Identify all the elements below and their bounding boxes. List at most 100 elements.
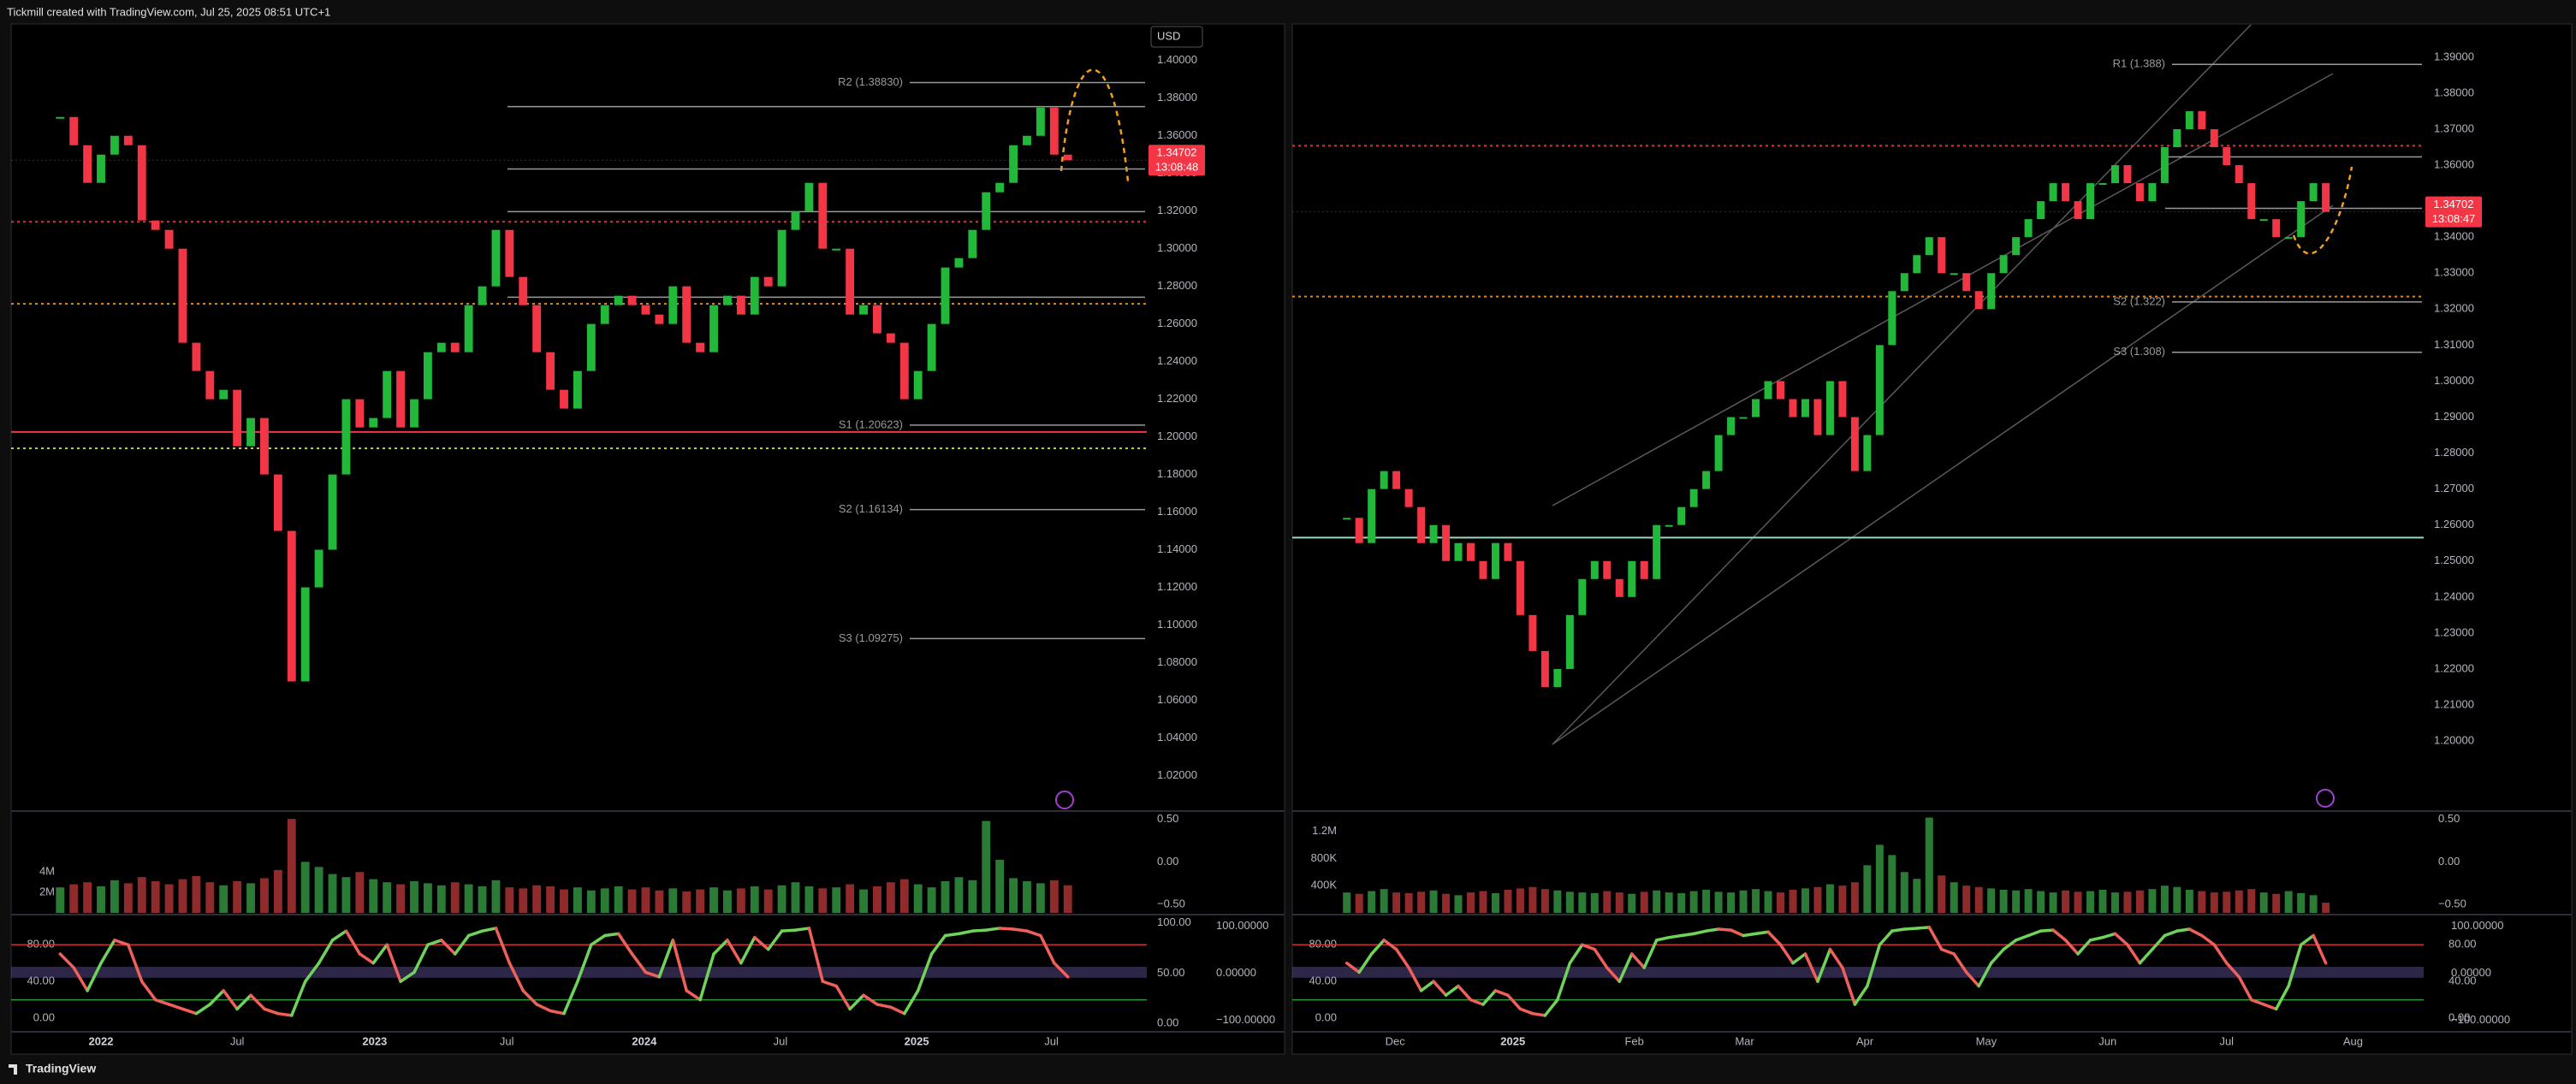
oscillator-segment <box>834 984 852 1011</box>
volume-bar <box>1009 878 1018 913</box>
oscillator-segment <box>984 927 1001 932</box>
oscillator-segment <box>671 939 688 992</box>
volume-bar <box>2284 891 2293 913</box>
volume-bar <box>450 882 460 913</box>
volume-bar <box>383 882 392 913</box>
volume-bar <box>832 887 841 913</box>
oscillator-segment <box>249 993 266 1011</box>
volume-bar <box>2110 892 2119 913</box>
y-tick-label: 1.24000 <box>2434 589 2474 602</box>
volume-bar <box>1442 893 1451 913</box>
mid-band <box>1292 966 2424 978</box>
candle <box>1417 506 1426 543</box>
volume-bar <box>818 888 828 913</box>
candle <box>2297 201 2306 238</box>
volume-bar <box>1789 889 1797 913</box>
oscillator-segment <box>848 993 865 1011</box>
y-tick-label: 1.08000 <box>1157 655 1197 668</box>
alert-icon[interactable] <box>2316 789 2335 808</box>
candle <box>1628 560 1636 597</box>
x-tick-label: Jun <box>2098 1034 2116 1047</box>
oscillator-segment <box>562 980 579 1016</box>
oscillator-segment <box>726 939 743 965</box>
candle <box>886 333 895 343</box>
candle <box>655 314 664 324</box>
candle <box>1999 255 2008 274</box>
volume-bar <box>1380 889 1388 913</box>
oscillator-segment <box>1493 989 1510 997</box>
candle <box>246 418 255 447</box>
oscillator-segment <box>929 933 947 956</box>
x-tick-label: Jul <box>2219 1034 2234 1047</box>
candle <box>1023 135 1031 145</box>
oscillator-segment <box>2014 933 2030 942</box>
volume-bar <box>2247 889 2256 913</box>
candle <box>1603 560 1611 579</box>
candle <box>1677 506 1686 525</box>
oscillator-segment <box>127 943 144 983</box>
currency-box[interactable] <box>1150 26 1203 48</box>
candle <box>804 182 814 211</box>
volume-bar <box>532 885 542 913</box>
oscillator-segment <box>2200 933 2217 946</box>
y-tick-label: 1.26000 <box>2434 518 2474 530</box>
candle <box>1838 381 1847 418</box>
candle <box>97 154 105 183</box>
y-tick-label: 1.25000 <box>2434 554 2474 566</box>
oscillator-segment <box>630 952 648 974</box>
oscillator-segment <box>875 1003 893 1009</box>
volume-bar <box>1825 884 1834 913</box>
candle <box>123 135 133 145</box>
volume-bar <box>2223 891 2231 913</box>
volume-bar <box>641 887 650 913</box>
y-tick-label: 1.16000 <box>1157 505 1197 518</box>
candle <box>641 305 650 315</box>
x-tick-label: Aug <box>2343 1034 2363 1047</box>
y-tick-label: 1.30000 <box>1157 241 1197 254</box>
y-tick-label: 80.00 <box>27 938 55 951</box>
volume-bar <box>1962 886 1971 913</box>
volume-bar <box>1677 892 1686 913</box>
candle <box>1925 237 1933 256</box>
oscillator-segment <box>1704 927 1720 933</box>
x-tick-label: Jul <box>1044 1034 1059 1047</box>
oscillator-segment <box>303 961 321 983</box>
volume-bar <box>1615 892 1623 913</box>
volume-bar <box>396 884 405 913</box>
oscillator-segment <box>2076 939 2092 956</box>
volume-bar <box>2235 890 2243 913</box>
oscillator-segment <box>1667 933 1683 939</box>
candle <box>2198 110 2206 129</box>
oscillator-segment <box>2163 929 2179 938</box>
candle <box>832 248 841 251</box>
candle <box>1355 518 1363 543</box>
oscillator-segment <box>2274 984 2290 1011</box>
candle <box>627 295 637 305</box>
volume-bar <box>804 886 814 913</box>
volume-bar <box>2024 889 2033 913</box>
volume-bar <box>2086 891 2094 913</box>
volume-bar <box>110 880 119 913</box>
y-tick-label: 1.37000 <box>2434 121 2474 134</box>
candle <box>2148 183 2157 202</box>
oscillator-segment <box>1742 932 1758 938</box>
candle <box>1987 273 1996 310</box>
candle <box>723 295 732 305</box>
candle <box>450 342 460 352</box>
candle <box>151 220 160 230</box>
oscillator-segment <box>685 989 702 1002</box>
volume-bar <box>1875 844 1884 913</box>
candle <box>1590 560 1599 579</box>
oscillator-segment <box>2151 933 2167 951</box>
volume-bar <box>1368 891 1376 913</box>
volume-bar <box>300 862 310 913</box>
candle <box>913 370 923 400</box>
candle <box>736 295 745 315</box>
oscillator-segment <box>1952 952 1968 974</box>
candle <box>1553 668 1562 687</box>
volume-bar <box>328 874 337 913</box>
oscillator-segment <box>1506 993 1522 1011</box>
alert-icon[interactable] <box>1055 791 1074 809</box>
x-tick-label: 2024 <box>632 1034 657 1047</box>
volume-bar <box>1999 889 2008 913</box>
